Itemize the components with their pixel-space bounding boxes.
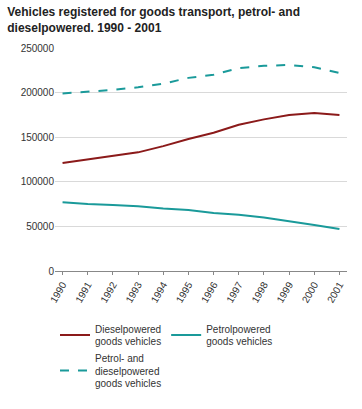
svg-text:1994: 1994	[149, 280, 170, 305]
svg-text:1991: 1991	[73, 280, 94, 305]
svg-text:Petrol- anddieselpoweredgoods: Petrol- anddieselpoweredgoods vehicles	[95, 353, 161, 390]
svg-text:1997: 1997	[224, 280, 245, 305]
svg-text:0: 0	[48, 266, 54, 277]
svg-text:2001: 2001	[325, 280, 346, 305]
svg-text:1996: 1996	[199, 280, 220, 305]
svg-text:2000: 2000	[300, 280, 321, 305]
svg-text:200000: 200000	[21, 87, 55, 98]
svg-text:100000: 100000	[21, 176, 55, 187]
svg-text:1990: 1990	[48, 280, 69, 305]
svg-text:Vehicles registered for goods: Vehicles registered for goods transport,…	[7, 5, 300, 35]
svg-text:50000: 50000	[26, 221, 54, 232]
svg-text:250000: 250000	[21, 43, 55, 54]
svg-text:1993: 1993	[123, 280, 144, 305]
svg-text:1992: 1992	[98, 280, 119, 305]
svg-text:1998: 1998	[249, 280, 270, 305]
svg-text:Petrolpoweredgoods vehicles: Petrolpoweredgoods vehicles	[206, 324, 272, 348]
svg-text:1995: 1995	[174, 280, 195, 305]
svg-text:Dieselpoweredgoods vehicles: Dieselpoweredgoods vehicles	[95, 324, 161, 348]
svg-text:1999: 1999	[275, 280, 296, 305]
svg-text:150000: 150000	[21, 132, 55, 143]
